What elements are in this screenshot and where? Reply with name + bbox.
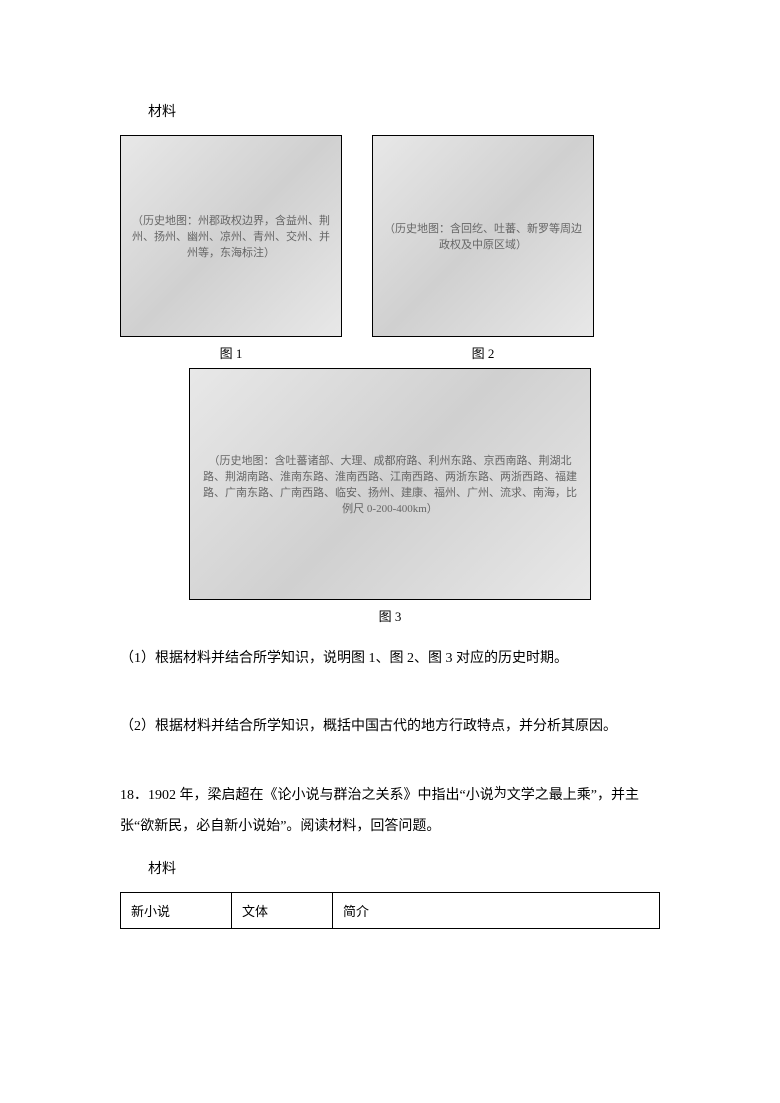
map1-placeholder: （历史地图：州郡政权边界，含益州、荆州、扬州、幽州、凉州、青州、交州、并州等，东…	[121, 136, 341, 336]
map1-caption: 图 1	[120, 343, 342, 362]
novel-table: 新小说 文体 简介	[120, 892, 660, 929]
table-cell-2: 文体	[232, 892, 333, 928]
q18-material-label: 材料	[120, 857, 660, 882]
question-2: （2）根据材料并结合所学知识，概括中国古代的地方行政特点，并分析其原因。	[120, 713, 660, 741]
table-cell-1: 新小说	[121, 892, 232, 928]
map1-column: （历史地图：州郡政权边界，含益州、荆州、扬州、幽州、凉州、青州、交州、并州等，东…	[120, 135, 342, 362]
map2-placeholder: （历史地图：含回纥、吐蕃、新罗等周边政权及中原区域）	[373, 136, 593, 336]
map3-caption: 图 3	[120, 606, 660, 625]
map2-column: （历史地图：含回纥、吐蕃、新罗等周边政权及中原区域） 图 2	[372, 135, 594, 362]
material-label: 材料	[120, 100, 660, 125]
q18-text-a: 1902 年，梁启超在《论小说与群治之关系》中指出“小说	[148, 788, 494, 803]
maps-row-top: （历史地图：州郡政权边界，含益州、荆州、扬州、幽州、凉州、青州、交州、并州等，东…	[120, 135, 660, 362]
q18-wei: 为	[494, 785, 507, 800]
map2-image: （历史地图：含回纥、吐蕃、新罗等周边政权及中原区域）	[372, 135, 594, 337]
map3-wrap: （历史地图：含吐蕃诸部、大理、成都府路、利州东路、京西南路、荆湖北路、荆湖南路、…	[120, 368, 660, 625]
q18-number: 18．	[120, 788, 148, 803]
question-1: （1）根据材料并结合所学知识，说明图 1、图 2、图 3 对应的历史时期。	[120, 645, 660, 673]
map3-image: （历史地图：含吐蕃诸部、大理、成都府路、利州东路、京西南路、荆湖北路、荆湖南路、…	[189, 368, 591, 600]
question-18: 18．1902 年，梁启超在《论小说与群治之关系》中指出“小说为文学之最上乘”，…	[120, 781, 660, 843]
table-cell-3: 简介	[333, 892, 660, 928]
map2-caption: 图 2	[372, 343, 594, 362]
map1-image: （历史地图：州郡政权边界，含益州、荆州、扬州、幽州、凉州、青州、交州、并州等，东…	[120, 135, 342, 337]
map3-placeholder: （历史地图：含吐蕃诸部、大理、成都府路、利州东路、京西南路、荆湖北路、荆湖南路、…	[190, 369, 590, 599]
table-row: 新小说 文体 简介	[121, 892, 660, 928]
